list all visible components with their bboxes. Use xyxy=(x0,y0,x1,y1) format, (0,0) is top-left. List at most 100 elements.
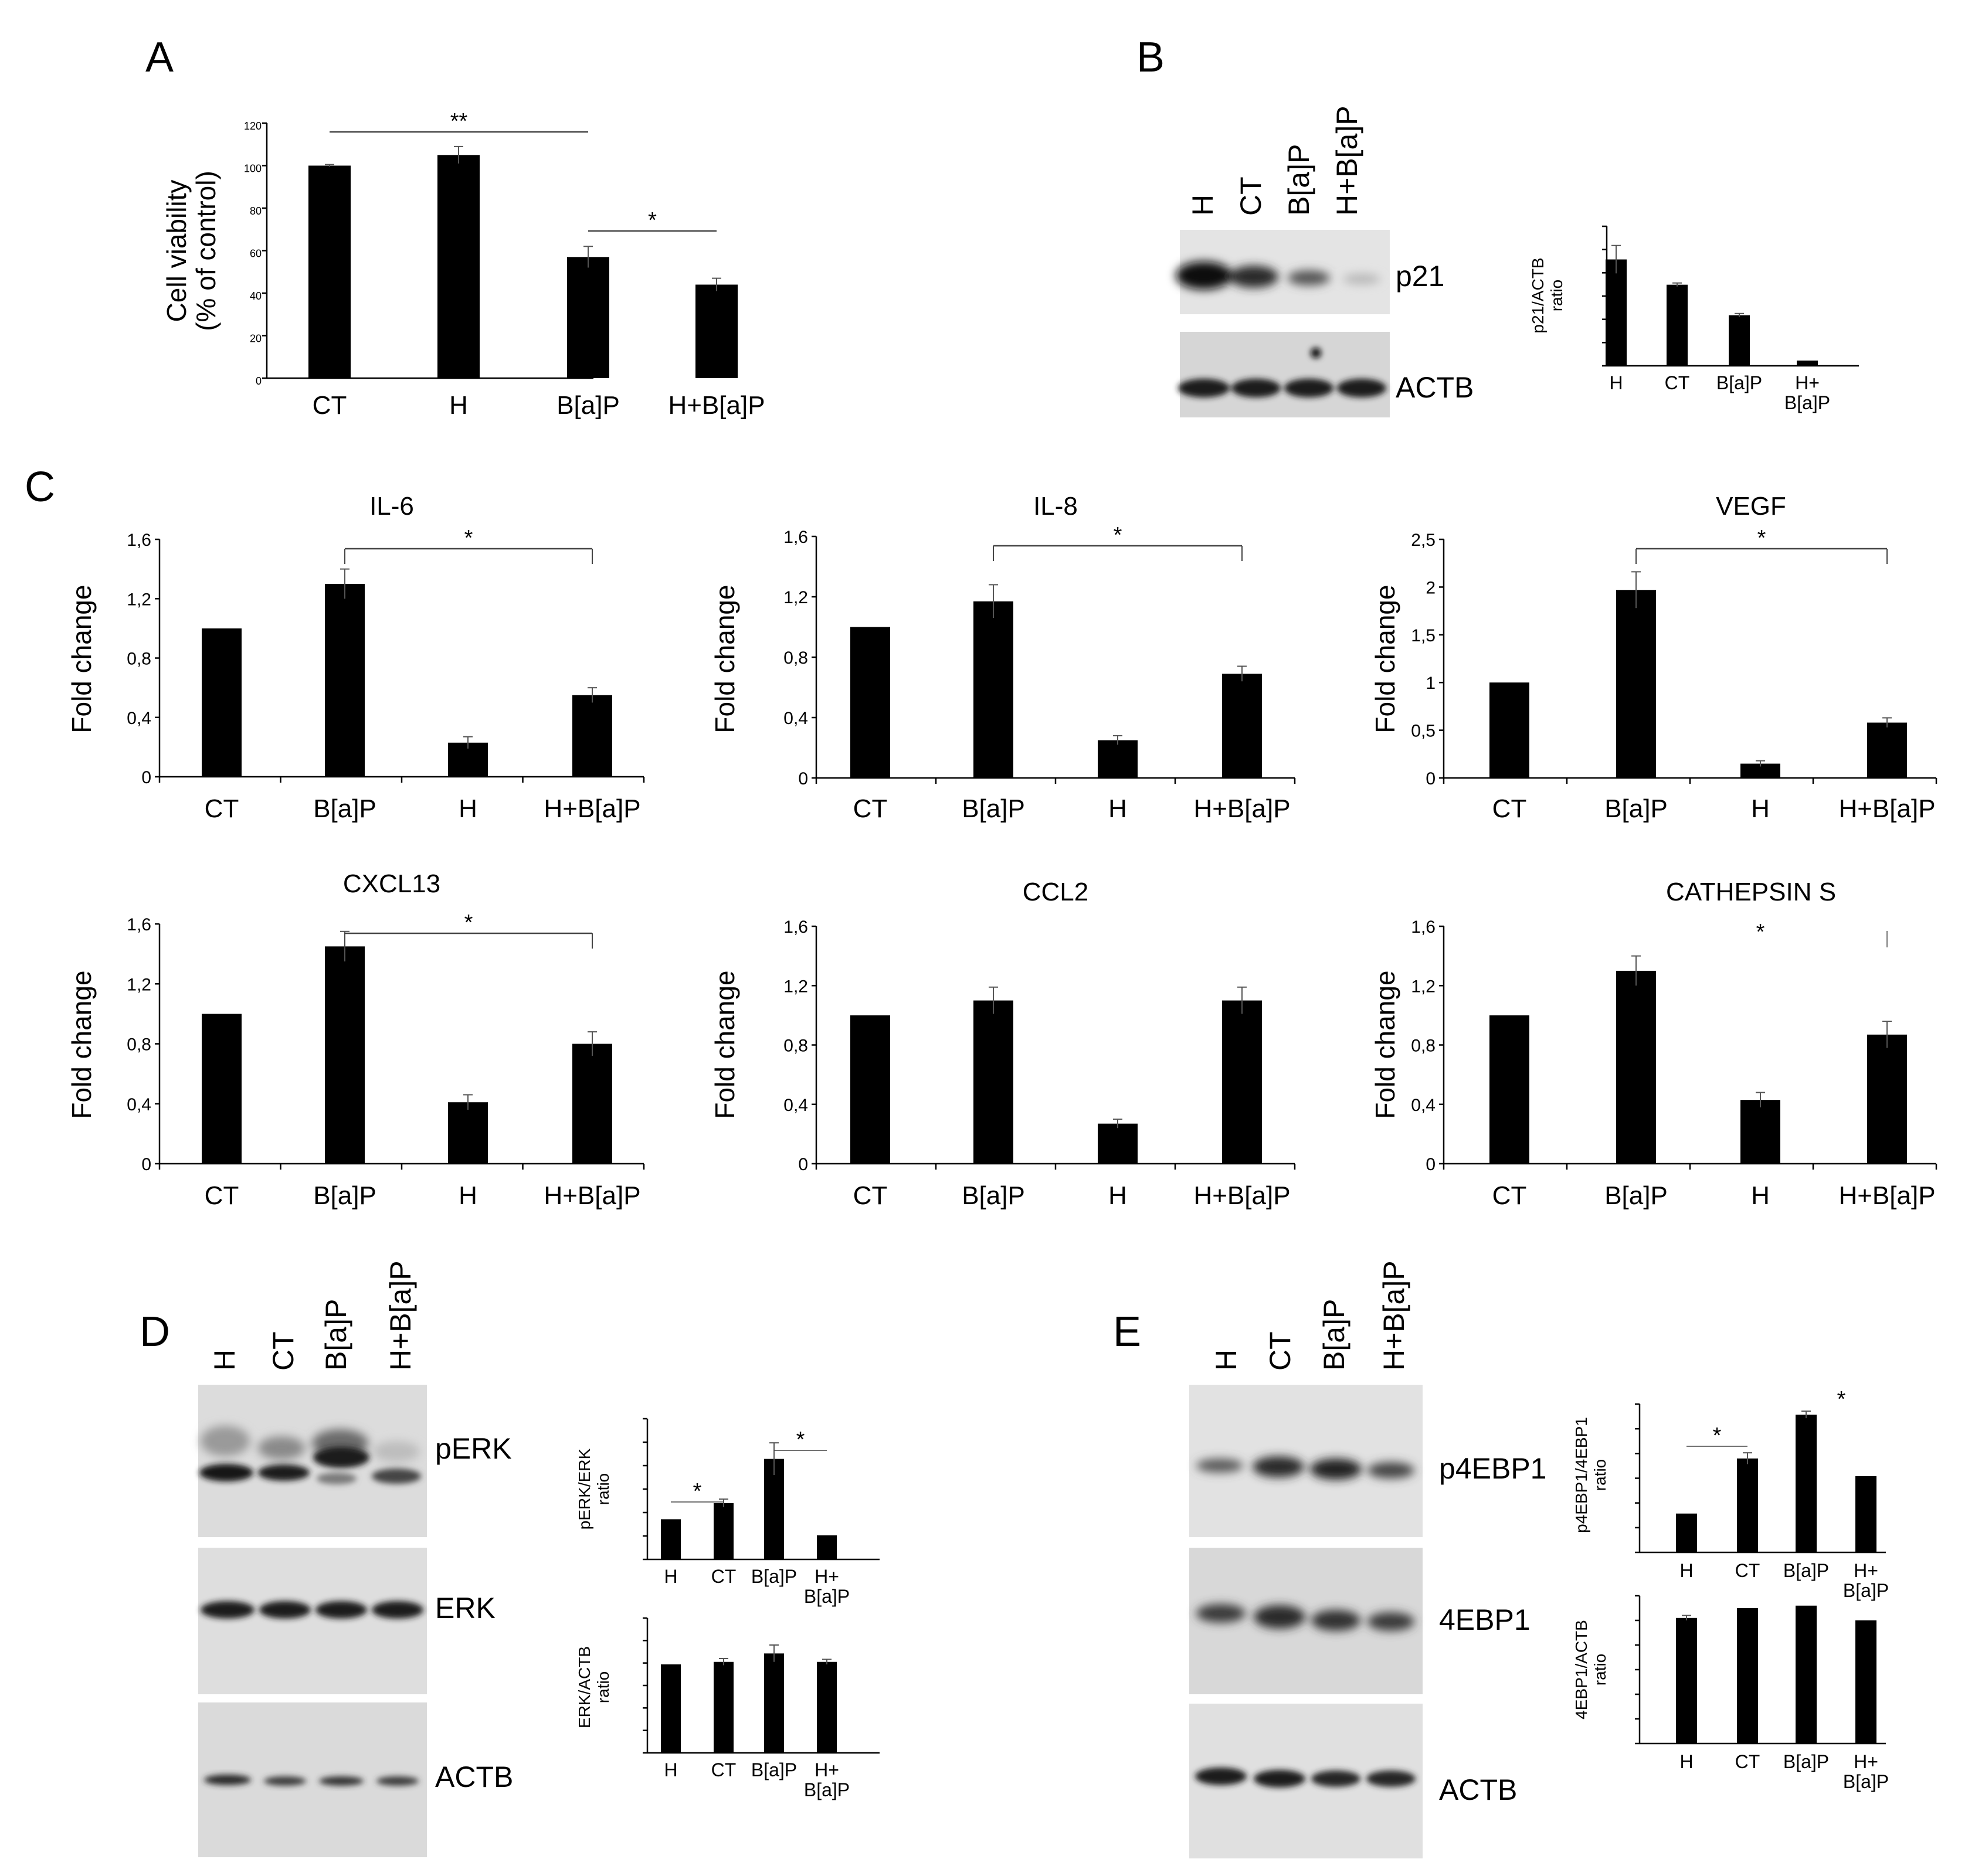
band xyxy=(1231,379,1281,397)
bar-h xyxy=(1098,1123,1138,1164)
category-label: CT xyxy=(1735,1560,1760,1581)
category-label: H xyxy=(1679,1560,1693,1581)
band xyxy=(1367,1462,1414,1479)
y-tick-label: 1,6 xyxy=(1411,917,1436,937)
band xyxy=(1196,1459,1243,1473)
bar-h xyxy=(1676,1617,1697,1744)
significance-star: * xyxy=(464,526,473,550)
bar-b-a-p xyxy=(764,1653,784,1753)
band xyxy=(1254,1605,1305,1629)
category-label: CT xyxy=(853,1181,888,1210)
category-label: CT xyxy=(1665,372,1690,393)
blot-d-label-perk: pERK xyxy=(435,1432,512,1465)
y-axis-label: Fold change xyxy=(1370,584,1400,733)
blot-e-label-p4ebp1: p4EBP1 xyxy=(1439,1452,1546,1485)
chart-title: CCL2 xyxy=(1023,878,1089,906)
y-axis-label: 4EBP1/ACTB xyxy=(1572,1620,1590,1719)
chart-il-8: 0 0,4 0,8 1,2 1,6 CT B[a]P H H+B[a]P IL-8 Fold cha… xyxy=(710,492,1296,823)
significance-star: * xyxy=(1756,920,1765,944)
category-label: H xyxy=(1679,1751,1693,1772)
category-label: H+ xyxy=(815,1759,839,1780)
chart-ccl2: 0 0,4 0,8 1,2 1,6 CT B[a]P H H+B[a]P CCL2 Fold cha… xyxy=(710,878,1296,1210)
blot-e-lane-hbap: H+B[a]P xyxy=(1377,1260,1410,1371)
significance-star: * xyxy=(1757,526,1766,550)
category-label: B[a]P xyxy=(751,1566,797,1587)
bar-b-a-p xyxy=(973,1000,1013,1164)
category-label: CT xyxy=(313,391,347,420)
band xyxy=(1311,1770,1360,1787)
blot-e-lane-h: H xyxy=(1210,1350,1243,1371)
y-tick-label: 0 xyxy=(141,768,151,787)
blot-d-label-actb: ACTB xyxy=(435,1761,513,1793)
band xyxy=(1254,1770,1305,1787)
panel-letter-c: C xyxy=(25,464,55,511)
y-tick-label: 1,2 xyxy=(1411,977,1436,996)
category-label: H+B[a]P xyxy=(1193,1181,1290,1210)
category-label: H xyxy=(664,1759,677,1780)
band xyxy=(1311,1610,1360,1631)
blot-d-label-erk: ERK xyxy=(435,1592,496,1624)
y-tick-label: 1,5 xyxy=(1411,626,1436,645)
band xyxy=(317,1473,357,1484)
blot-b: H CT B[a]P H+B[a]P p21 ACTB xyxy=(1176,106,1474,417)
bar-b-a-p xyxy=(567,257,609,378)
chart-vegf: 0 0,5 1 1,5 2 2,5 CT B[a]P H H+B[a]P VEGF Fold chan… xyxy=(1370,492,1937,823)
y-tick-label: 0 xyxy=(256,375,262,387)
category-label: H+ xyxy=(1795,372,1820,393)
bar-b-a-p xyxy=(325,583,365,777)
category-label: B[a]P xyxy=(804,1586,850,1607)
blot-e-label-actb: ACTB xyxy=(1439,1773,1517,1806)
band xyxy=(1176,261,1232,290)
band xyxy=(199,1464,253,1481)
bar-ct xyxy=(850,1015,890,1164)
category-label: B[a]P xyxy=(962,794,1025,823)
blot-b-lane-hbap: H+B[a]P xyxy=(1331,106,1363,216)
chart-cathepsin-s: 0 0,4 0,8 1,2 1,6 CT B[a]P H H+B[a]P CATHEPSIN S F… xyxy=(1370,878,1937,1210)
category-label: H xyxy=(1108,794,1127,823)
significance-star: * xyxy=(1837,1387,1846,1412)
band xyxy=(372,1469,421,1484)
category-label: CT xyxy=(711,1759,737,1780)
band xyxy=(201,1601,254,1619)
category-label: H xyxy=(1108,1181,1127,1210)
y-tick-label: 0,8 xyxy=(127,1035,151,1055)
y-axis-label: Fold change xyxy=(66,584,97,733)
y-tick-label: 0 xyxy=(141,1155,151,1174)
y-tick-label: 0 xyxy=(798,1155,808,1174)
category-label: CT xyxy=(205,1181,239,1210)
category-label: B[a]P xyxy=(1843,1771,1889,1792)
significance-star: * xyxy=(796,1428,805,1452)
bar-b-a-p xyxy=(325,946,365,1164)
y-axis-label: pERK/ERK xyxy=(575,1448,593,1530)
y-axis-label: p21/ACTB xyxy=(1529,257,1547,333)
band xyxy=(313,1447,369,1468)
chart-title: IL-8 xyxy=(1033,492,1078,521)
blot-d: H CT B[a]P H+B[a]P pERK ERK xyxy=(198,1260,513,1857)
bar-b-a-p xyxy=(1616,970,1656,1164)
bar-h xyxy=(1606,259,1627,366)
y-axis-label: Fold change xyxy=(1370,970,1400,1119)
y-tick-label: 0,5 xyxy=(1411,722,1436,741)
band xyxy=(1284,379,1333,397)
blot-b-membrane-actb xyxy=(1180,332,1390,417)
category-label: B[a]P xyxy=(556,391,620,420)
y-tick-label: 1,6 xyxy=(783,917,808,937)
band xyxy=(319,1776,364,1786)
blot-e: H CT B[a]P H+B[a]P p4EBP1 4EBP1 ACTB xyxy=(1189,1260,1546,1858)
band xyxy=(372,1601,423,1619)
band xyxy=(376,1776,419,1786)
blot-b-lane-bap: B[a]P xyxy=(1282,144,1315,216)
y-axis-label: ratio xyxy=(594,1473,612,1505)
blot-d-lane-bap: B[a]P xyxy=(320,1299,352,1371)
bar-h-b-a-p xyxy=(572,695,612,777)
y-tick-label: 0,4 xyxy=(783,709,808,728)
y-axis-label: Fold change xyxy=(66,970,97,1119)
category-label: B[a]P xyxy=(1716,372,1762,393)
band xyxy=(1178,379,1230,397)
category-label: B[a]P xyxy=(751,1759,797,1780)
y-tick-label: 0 xyxy=(1426,1155,1436,1174)
bar-ct xyxy=(714,1503,734,1559)
